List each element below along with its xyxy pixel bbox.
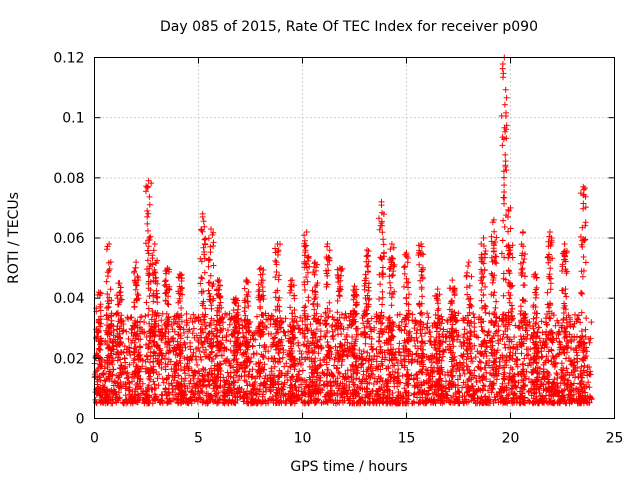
x-tick-label: 5 — [194, 431, 203, 447]
y-tick-label: 0.12 — [53, 51, 84, 67]
x-axis-label: GPS time / hours — [290, 459, 407, 475]
y-tick-label: 0 — [76, 412, 85, 428]
y-tick-label: 0.02 — [53, 351, 84, 367]
y-tick-label: 0.04 — [53, 291, 84, 307]
y-axis-label: ROTI / TECUs — [6, 192, 22, 284]
y-tick-label: 0.08 — [53, 171, 84, 187]
roti-plus-markers — [91, 54, 595, 407]
y-tick-label: 0.1 — [62, 111, 84, 127]
data-points — [91, 54, 595, 407]
y-axis-ticks: 0 0.02 0.04 0.06 0.08 0.1 0.12 — [53, 51, 615, 428]
x-tick-label: 0 — [90, 431, 99, 447]
x-axis-ticks: 0 5 10 15 20 25 — [90, 57, 624, 447]
x-tick-label: 15 — [398, 431, 416, 447]
x-tick-label: 25 — [606, 431, 624, 447]
chart-title: Day 085 of 2015, Rate Of TEC Index for r… — [160, 19, 538, 35]
y-tick-label: 0.06 — [53, 231, 84, 247]
x-tick-label: 10 — [294, 431, 312, 447]
x-tick-label: 20 — [502, 431, 520, 447]
